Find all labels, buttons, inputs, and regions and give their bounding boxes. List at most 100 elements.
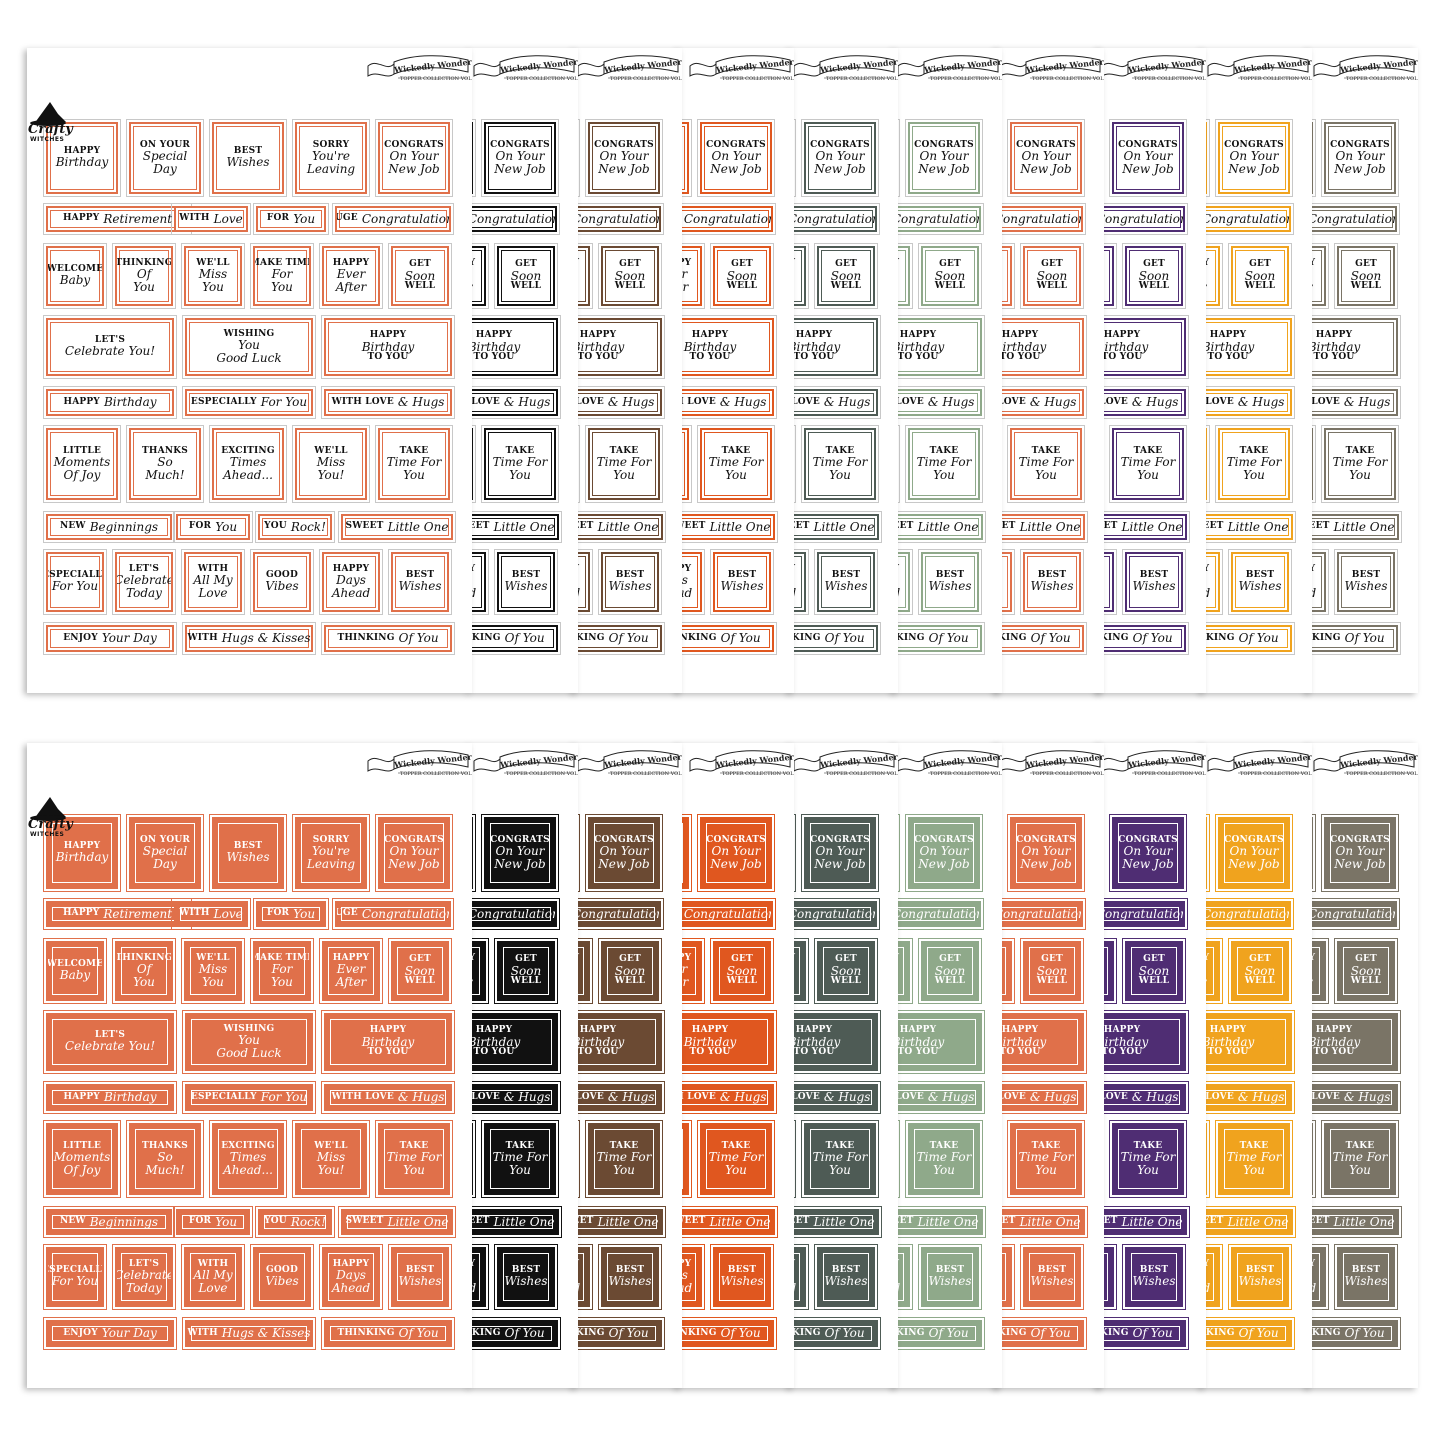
topper-thinking-bar: THINKING Of You	[790, 1317, 881, 1350]
topper-text: GOOD	[266, 1265, 298, 1275]
topper-text: SWEET	[894, 1216, 914, 1226]
topper-text: Retirement	[103, 213, 172, 226]
topper-text: Birthday	[790, 1036, 840, 1049]
topper-text: For	[272, 963, 293, 976]
topper-text: & Hugs	[608, 396, 655, 409]
topper-text: You	[725, 469, 747, 482]
topper-text: TO YOU	[1314, 1047, 1355, 1057]
topper-make-time: MAKE TIME For You	[250, 243, 314, 309]
collection-banner: Wickedly Wonderful TOPPER COLLECTION VOL …	[1098, 747, 1206, 783]
topper-text: Little One	[1122, 521, 1183, 534]
topper-text: Little One	[598, 1216, 659, 1229]
outline-sheet-fan: HAPPY Birthday ON YOUR Special Day BEST Wishes…	[0, 48, 1445, 693]
topper-happy-birthday-bar: HAPPY Birthday	[43, 1081, 177, 1114]
topper-welcome-baby: WELCOME Baby	[43, 938, 107, 1004]
topper-love-hugs: WITH LOVE & Hugs	[321, 1081, 455, 1114]
collection-banner: Wickedly Wonderful TOPPER COLLECTION VOL …	[364, 747, 472, 783]
topper-text: TAKE	[1134, 1141, 1163, 1151]
topper-text: CONGRATS	[914, 140, 974, 150]
topper-text: WE'LL	[196, 953, 229, 963]
collection-banner: Wickedly Wonderful TOPPER COLLECTION VOL …	[1204, 52, 1312, 88]
topper-text: Little One	[710, 521, 771, 534]
topper-text: EXCITING	[221, 446, 274, 456]
topper-text: HAPPY	[63, 1092, 99, 1102]
topper-text: On Your	[1230, 150, 1279, 163]
topper-text: WITH LOVE	[996, 1092, 1026, 1102]
topper-best-wishes2: BEST Wishes	[1122, 549, 1186, 615]
topper-text: For	[272, 268, 293, 281]
topper-text: ON YOUR	[140, 835, 190, 845]
topper-huge-congrats: HUGECongratulations	[996, 203, 1086, 235]
topper-love-hugs: WITH LOVE & Hugs	[321, 386, 455, 419]
topper-text: Little One	[814, 1216, 875, 1229]
topper-text: Birthday	[574, 341, 624, 354]
topper-thanks: THANKS So Much!	[126, 1120, 204, 1198]
topper-text: ESPECIALLY	[48, 570, 102, 580]
filled-sheet-fan: HAPPY Birthday ON YOUR Special Day BEST Wishes…	[0, 743, 1445, 1388]
topper-best-wishes2: BEST Wishes	[598, 549, 662, 615]
topper-text: HAPPY	[476, 1025, 512, 1035]
topper-text: Times	[230, 1151, 266, 1164]
topper-text: HAPPY	[678, 564, 691, 574]
topper-sweet-little: SWEET Little One	[894, 511, 986, 543]
topper-text: Of You	[399, 1327, 439, 1340]
topper-text: So	[157, 1151, 172, 1164]
collection-banner: Wickedly Wonderful TOPPER COLLECTION VOL …	[574, 52, 682, 88]
topper-get-well: GET Soon WELL	[598, 243, 662, 309]
topper-text: For You	[52, 1275, 98, 1288]
topper-text: & Hugs	[928, 1091, 975, 1104]
topper-text: NEW	[60, 521, 86, 531]
topper-text: TAKE	[400, 446, 429, 456]
topper-text: BEST	[1038, 1265, 1066, 1275]
topper-text: FOR	[267, 213, 289, 223]
topper-sweet-little: SWEET Little One	[338, 1206, 456, 1238]
topper-text: GET	[1355, 259, 1377, 269]
topper-thinking-bar: THINKING Of You	[574, 622, 665, 655]
topper-text: WITH LOVE	[894, 397, 924, 407]
topper-sweet-little: SWEET Little One	[470, 511, 562, 543]
topper-congrats-job: CONGRATS On Your New Job	[481, 814, 559, 892]
topper-text: LET'S	[95, 335, 125, 345]
topper-text: CONGRATS	[384, 835, 444, 845]
topper-text: Soon	[511, 965, 541, 978]
topper-get-well: GET Soon WELL	[1334, 243, 1398, 309]
topper-text: For You	[52, 580, 98, 593]
topper-text: New Job	[1122, 858, 1173, 871]
topper-text: Of	[137, 268, 151, 281]
topper-text: THINKING	[894, 1328, 925, 1338]
topper-text: Little One	[388, 1216, 449, 1229]
topper-thinking-bar: THINKING Of You	[1308, 622, 1401, 655]
topper-text: FOR	[189, 1216, 211, 1226]
crafty-witches-logo: Crafty WITCHES	[28, 100, 73, 148]
topper-get-well: GET Soon WELL	[710, 243, 774, 309]
topper-text: TAKE	[1240, 446, 1269, 456]
topper-thinking-bar: THINKING Of You	[894, 1317, 985, 1350]
topper-text: Time For	[1227, 1151, 1282, 1164]
topper-text: New Job	[598, 163, 649, 176]
topper-birthday-to-you: HAPPY Birthday TO YOU	[470, 315, 561, 379]
topper-text: CONGRATS	[384, 140, 444, 150]
topper-text: New Job	[1020, 163, 1071, 176]
topper-best-wishes: BEST Wishes	[209, 814, 287, 892]
topper-text: WITH LOVE	[996, 397, 1026, 407]
topper-text: Wishes	[226, 851, 269, 864]
topper-text: THINKING	[1202, 1328, 1235, 1338]
topper-text: On Your	[816, 845, 865, 858]
topper-text: WELL	[727, 281, 757, 291]
topper-sweet-little: SWEET Little One	[1308, 511, 1402, 543]
topper-text: WITH	[187, 633, 217, 643]
topper-text: TAKE	[1134, 446, 1163, 456]
topper-text: WELL	[511, 976, 541, 986]
topper-text: Of Joy	[64, 1164, 101, 1177]
topper-text: On Your	[920, 845, 969, 858]
topper-text: You	[933, 1164, 955, 1177]
topper-thinking-bar: THINKING Of You	[321, 622, 455, 655]
topper-text: Birthday	[996, 1036, 1046, 1049]
topper-text: You	[133, 976, 155, 989]
